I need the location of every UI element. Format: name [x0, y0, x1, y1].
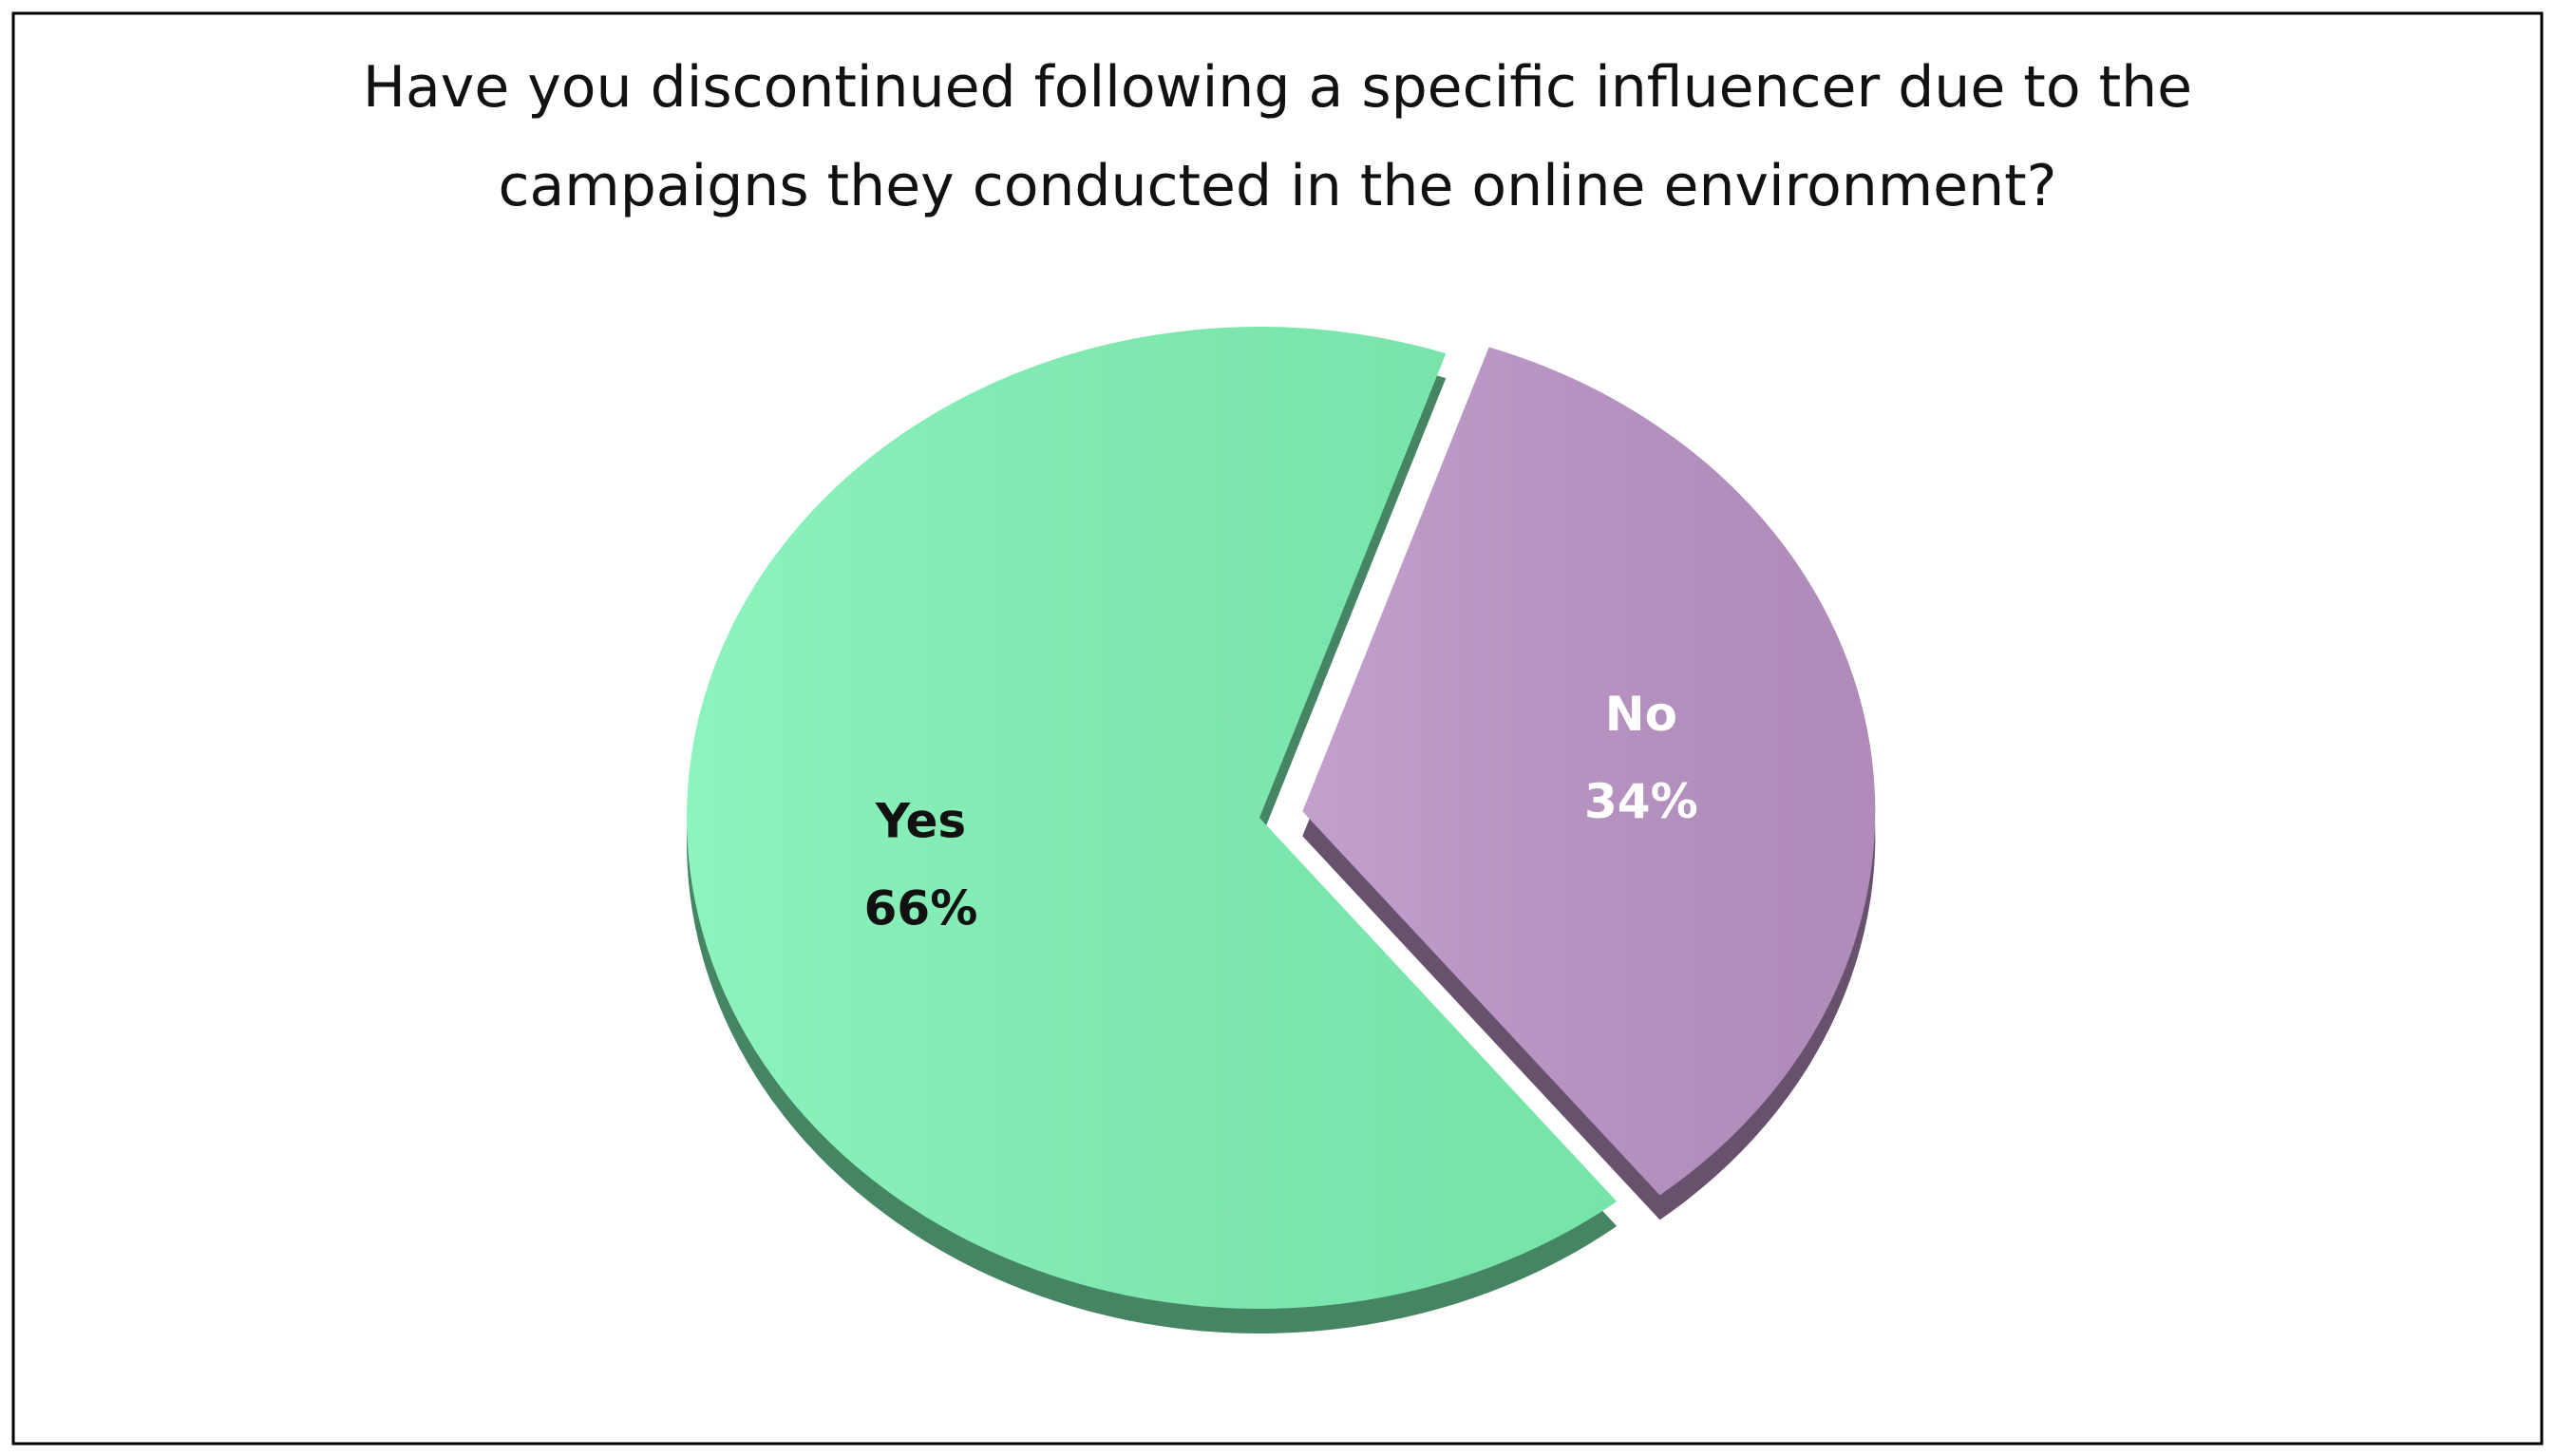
chart-title: Have you discontinued following a specif…	[362, 54, 2193, 219]
slice-category-label: No	[1605, 687, 1677, 742]
slice-shade	[1302, 347, 1876, 1196]
slice-category-label: Yes	[875, 793, 966, 848]
slice-value-label: 34%	[1584, 774, 1698, 829]
slice-tops	[687, 327, 1876, 1310]
slice-shade	[687, 327, 1618, 1310]
slice-value-label: 66%	[864, 880, 978, 936]
slice-labels: Yes 66% No 34%	[864, 687, 1698, 936]
